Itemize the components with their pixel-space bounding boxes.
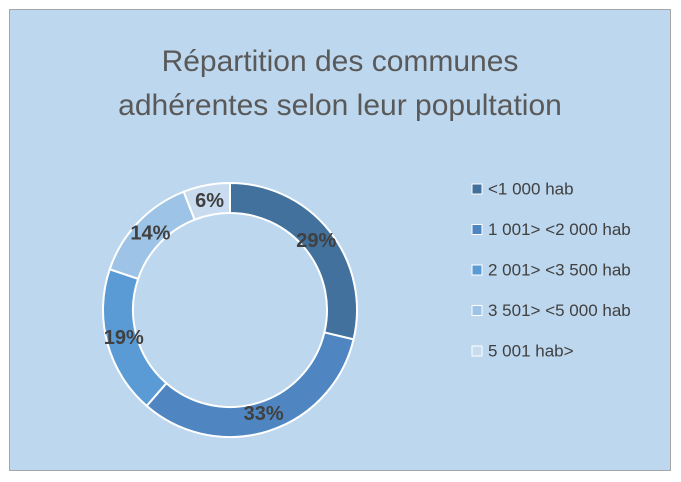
legend-label: 5 001 hab>: [488, 341, 574, 360]
data-label: 33%: [244, 403, 284, 425]
legend-label: 3 501> <5 000 hab: [488, 301, 631, 320]
legend-swatch: [471, 345, 483, 357]
data-label: 29%: [296, 230, 336, 252]
data-label: 14%: [130, 222, 170, 244]
data-label: 6%: [195, 190, 224, 212]
legend-label: 1 001> <2 000 hab: [488, 220, 631, 239]
legend-label: <1 000 hab: [488, 179, 574, 198]
donut-segment: [182, 181, 231, 221]
data-label: 19%: [104, 327, 144, 349]
legend-swatch: [471, 224, 483, 235]
chart-title: Répartition des communes adhérentes selo…: [118, 45, 562, 122]
donut-segment: [229, 181, 358, 341]
legend-swatch: [471, 183, 483, 195]
legend-swatch: [471, 264, 483, 276]
legend-label: 2 001> <3 500 hab: [488, 260, 631, 279]
chart-area: [9, 9, 671, 471]
legend-swatch: [471, 305, 483, 316]
